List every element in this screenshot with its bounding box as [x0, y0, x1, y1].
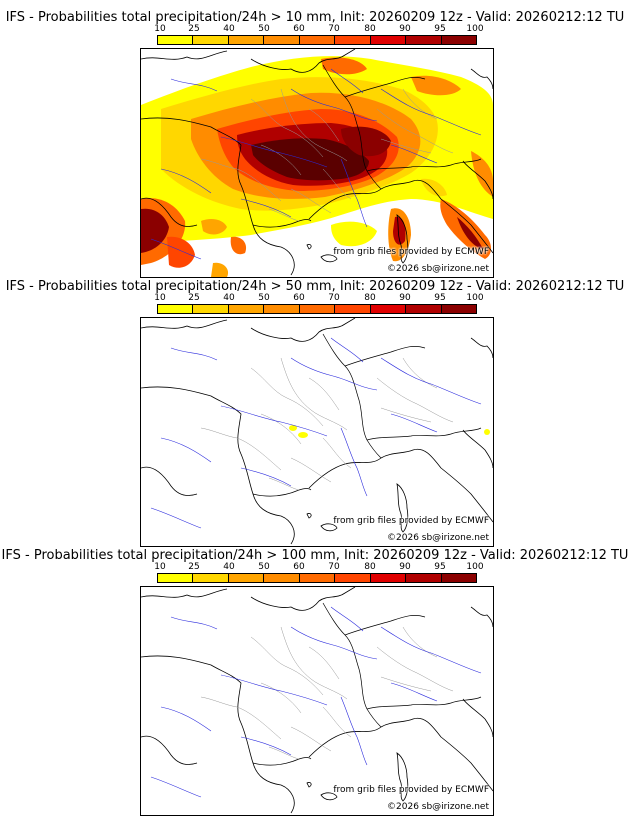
colorbar-swatch: [299, 574, 336, 582]
colorbar-swatch: [193, 36, 229, 44]
credit-copyright: ©2026 sb@irizone.net: [387, 264, 489, 274]
colorbar-label: 10: [154, 24, 166, 34]
colorbar-label: 70: [328, 293, 340, 303]
precip-probability-field: [141, 56, 493, 277]
credit-copyright: ©2026 sb@irizone.net: [387, 533, 489, 543]
colorbar-swatch: [370, 574, 407, 582]
colorbar-labels: 10 25 40 50 60 70 80 90 95 100: [142, 562, 492, 572]
colorbar-label: 40: [223, 293, 235, 303]
probability-map: from grib files provided by ECMWF ©2026 …: [140, 317, 494, 547]
panel-100mm: IFS - Probabilities total precipitation/…: [0, 548, 630, 816]
colorbar-swatch: [299, 305, 336, 313]
probability-map: from grib files provided by ECMWF ©2026 …: [140, 586, 494, 816]
colorbar-swatch: [299, 36, 336, 44]
colorbar-swatch: [370, 36, 407, 44]
colorbar-label: 70: [328, 24, 340, 34]
colorbar-label: 100: [466, 24, 484, 34]
colorbar-label: 90: [399, 24, 411, 34]
colorbar-swatch: [228, 574, 265, 582]
colorbar-label: 95: [434, 24, 446, 34]
colorbar-swatch: [406, 574, 442, 582]
colorbar-swatch: [335, 36, 371, 44]
colorbar-label: 50: [258, 562, 270, 572]
colorbar-labels: 10 25 40 50 60 70 80 90 95 100: [142, 24, 492, 34]
colorbar-swatch: [441, 574, 476, 582]
colorbar-label: 40: [223, 562, 235, 572]
panel-10mm: IFS - Probabilities total precipitation/…: [0, 10, 630, 278]
colorbar-label: 60: [293, 293, 305, 303]
colorbar-label: 80: [364, 293, 376, 303]
colorbar-swatch: [228, 36, 265, 44]
colorbar-swatch: [158, 36, 194, 44]
panel-title: IFS - Probabilities total precipitation/…: [5, 279, 625, 294]
colorbar-label: 100: [466, 562, 484, 572]
colorbar-swatch: [158, 305, 194, 313]
colorbar-swatch: [441, 36, 476, 44]
map-canvas: [141, 49, 493, 277]
panel-title: IFS - Probabilities total precipitation/…: [1, 548, 629, 563]
colorbar-swatch: [441, 305, 476, 313]
colorbar-labels: 10 25 40 50 60 70 80 90 95 100: [142, 293, 492, 303]
colorbar-label: 25: [188, 24, 200, 34]
colorbar-swatch: [193, 305, 229, 313]
colorbar-swatch: [406, 36, 442, 44]
colorbar: [157, 573, 477, 583]
colorbar-label: 40: [223, 24, 235, 34]
map-canvas: [141, 587, 493, 814]
credit-source: from grib files provided by ECMWF: [333, 785, 489, 795]
colorbar-swatch: [264, 36, 300, 44]
colorbar-label: 10: [154, 562, 166, 572]
colorbar-label: 60: [293, 562, 305, 572]
colorbar-swatch: [158, 574, 194, 582]
credit-source: from grib files provided by ECMWF: [333, 247, 489, 257]
credit-copyright: ©2026 sb@irizone.net: [387, 802, 489, 812]
colorbar-swatch: [335, 305, 371, 313]
colorbar-swatch: [335, 574, 371, 582]
colorbar-swatch: [228, 305, 265, 313]
colorbar-swatch: [264, 574, 300, 582]
colorbar: [157, 35, 477, 45]
colorbar-label: 60: [293, 24, 305, 34]
map-canvas: [141, 318, 493, 545]
colorbar-label: 80: [364, 562, 376, 572]
probability-map: from grib files provided by ECMWF ©2026 …: [140, 48, 494, 278]
colorbar-swatch: [370, 305, 407, 313]
colorbar-swatch: [406, 305, 442, 313]
colorbar-label: 25: [188, 293, 200, 303]
colorbar-label: 90: [399, 293, 411, 303]
colorbar-label: 95: [434, 562, 446, 572]
colorbar-swatch: [264, 305, 300, 313]
credit-source: from grib files provided by ECMWF: [333, 516, 489, 526]
colorbar-label: 50: [258, 24, 270, 34]
colorbar-label: 70: [328, 562, 340, 572]
colorbar-label: 95: [434, 293, 446, 303]
colorbar-label: 100: [466, 293, 484, 303]
colorbar-swatch: [193, 574, 229, 582]
colorbar-label: 50: [258, 293, 270, 303]
panel-title: IFS - Probabilities total precipitation/…: [5, 10, 625, 25]
panel-50mm: IFS - Probabilities total precipitation/…: [0, 279, 630, 547]
colorbar-label: 10: [154, 293, 166, 303]
colorbar-label: 80: [364, 24, 376, 34]
colorbar-label: 25: [188, 562, 200, 572]
colorbar: [157, 304, 477, 314]
colorbar-label: 90: [399, 562, 411, 572]
precip-probability-field: [289, 425, 490, 438]
